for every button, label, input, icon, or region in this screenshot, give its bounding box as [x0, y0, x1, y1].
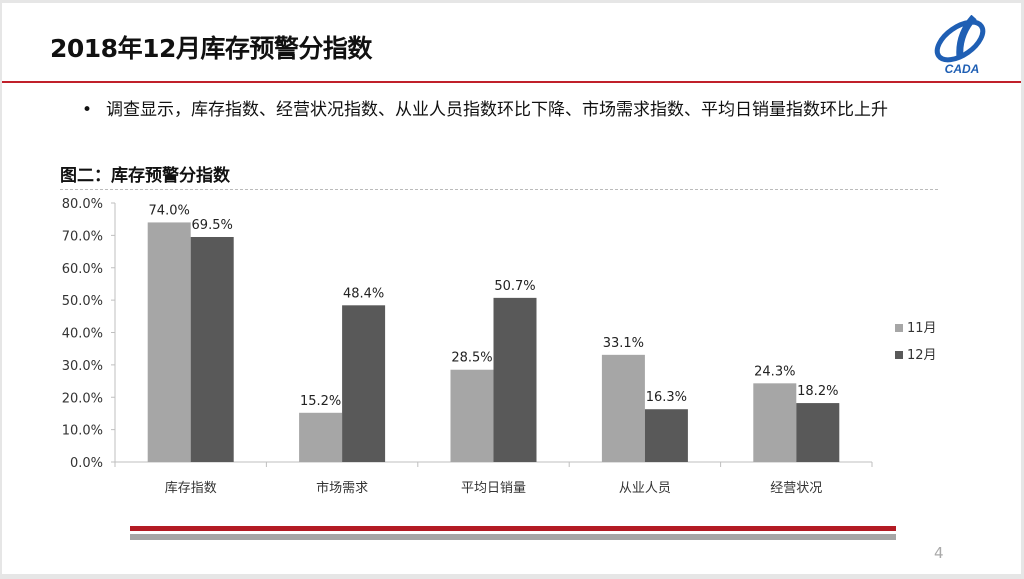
legend-label: 12月 [907, 348, 937, 363]
bar-11月-经营状况 [753, 383, 797, 462]
bar-12月-库存指数 [190, 236, 234, 462]
bar-12月-市场需求 [342, 305, 386, 462]
data-label: 33.1% [603, 336, 644, 351]
bullet-dot: • [82, 100, 93, 120]
legend-swatch [895, 351, 903, 359]
figure-title: 图二：库存预警分指数 [60, 166, 230, 186]
bullet-point: • 调查显示，库存指数、经营状况指数、从业人员指数环比下降、市场需求指数、平均日… [82, 100, 954, 121]
bar-12月-经营状况 [796, 403, 840, 462]
y-tick-label: 50.0% [62, 294, 103, 309]
x-tick-label: 库存指数 [165, 480, 217, 496]
x-tick-label: 市场需求 [316, 480, 368, 496]
bar-11月-市场需求 [299, 412, 343, 462]
bar-11月-平均日销量 [450, 369, 494, 462]
slide-title: 2018年12月库存预警分指数 [50, 34, 372, 63]
bar-11月-从业人员 [601, 354, 645, 462]
y-tick-label: 10.0% [62, 424, 103, 439]
y-tick-label: 70.0% [62, 229, 103, 244]
data-label: 50.7% [494, 279, 535, 294]
data-label: 18.2% [797, 384, 838, 399]
y-tick-label: 30.0% [62, 359, 103, 374]
bar-12月-平均日销量 [493, 297, 537, 462]
data-label: 74.0% [149, 203, 190, 218]
y-tick-label: 20.0% [62, 391, 103, 406]
bar-11月-库存指数 [147, 222, 191, 462]
x-tick-label: 平均日销量 [461, 481, 526, 496]
dashed-divider [60, 189, 938, 190]
data-label: 15.2% [300, 394, 341, 409]
data-label: 28.5% [451, 351, 492, 366]
x-tick-label: 经营状况 [770, 481, 822, 496]
legend-swatch [895, 324, 903, 332]
title-divider [2, 81, 1021, 83]
y-tick-label: 60.0% [62, 262, 103, 277]
data-label: 69.5% [192, 218, 233, 233]
legend-label: 11月 [907, 321, 937, 336]
y-tick-label: 80.0% [62, 197, 103, 212]
data-label: 16.3% [646, 390, 687, 405]
data-label: 48.4% [343, 286, 384, 301]
bullet-text: 调查显示，库存指数、经营状况指数、从业人员指数环比下降、市场需求指数、平均日销量… [106, 100, 888, 120]
svg-text:CADA: CADA [945, 62, 980, 76]
x-tick-label: 从业人员 [619, 481, 671, 496]
footer-gray-bar [130, 534, 896, 540]
footer-red-bar [130, 526, 896, 531]
y-tick-label: 40.0% [62, 327, 103, 342]
bar-12月-从业人员 [644, 409, 688, 462]
cada-logo-icon: CADA [934, 15, 986, 76]
y-tick-label: 0.0% [70, 456, 103, 471]
page-number: 4 [934, 544, 944, 562]
data-label: 24.3% [754, 364, 795, 379]
